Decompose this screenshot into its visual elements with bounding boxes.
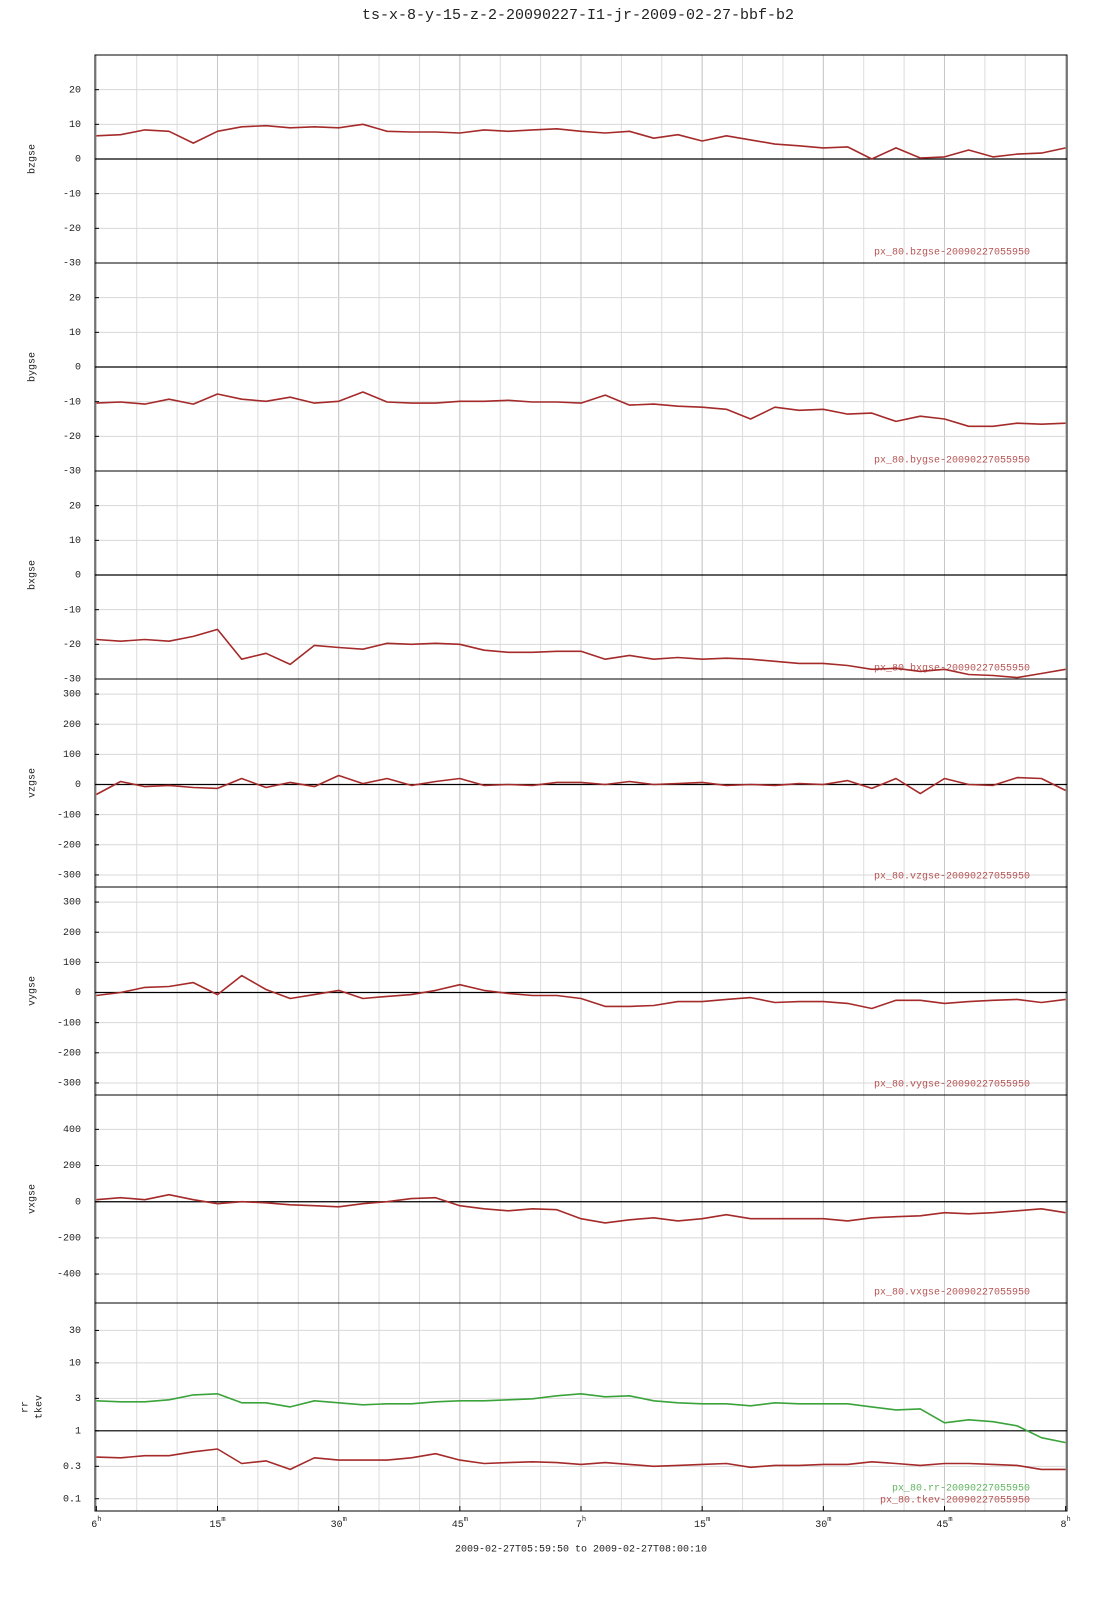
x-tick-number: 8 (1061, 1520, 1067, 1531)
y-axis-label: rr (21, 1401, 32, 1413)
y-tick-label: 20 (69, 85, 81, 96)
y-tick-label: 1 (75, 1426, 81, 1437)
x-tick-label: 6h (91, 1516, 101, 1531)
data-line (96, 123, 1066, 160)
data-line (96, 391, 1066, 428)
legend-entry: px_80.vygse-20090227055950 (874, 1080, 1030, 1091)
y-tick-label: 10 (69, 1358, 81, 1369)
y-tick-label: 300 (63, 690, 81, 701)
y-tick-label: 100 (63, 958, 81, 969)
x-tick-label: 15m (209, 1516, 225, 1531)
y-tick-label: -30 (63, 675, 81, 686)
x-tick-label: 15m (694, 1516, 710, 1531)
y-tick-label: 10 (69, 120, 81, 131)
x-tick-unit: h (97, 1516, 101, 1524)
x-tick-label: 30m (331, 1516, 347, 1531)
y-tick-label: 10 (69, 536, 81, 547)
x-tick-number: 30 (331, 1520, 343, 1531)
x-axis-label: 2009-02-27T05:59:50 to 2009-02-27T08:00:… (455, 1545, 707, 1556)
x-tick-unit: h (1067, 1516, 1071, 1524)
y-tick-label: 0 (75, 988, 81, 999)
y-tick-label: -400 (57, 1270, 81, 1281)
y-tick-label: 20 (69, 501, 81, 512)
y-tick-label: 0 (75, 1197, 81, 1208)
y-tick-label: -10 (63, 189, 81, 200)
y-tick-label: -30 (63, 259, 81, 270)
data-line (96, 1393, 1066, 1444)
y-tick-label: 0 (75, 363, 81, 374)
legend-entry: px_80.rr-20090227055950 (892, 1484, 1030, 1495)
y-tick-label: -20 (63, 432, 81, 443)
y-tick-label: 400 (63, 1125, 81, 1136)
y-tick-label: 20 (69, 293, 81, 304)
y-tick-label: -20 (63, 640, 81, 651)
y-tick-label: 0 (75, 571, 81, 582)
y-axis-label: bzgse (27, 144, 39, 174)
x-tick-unit: m (464, 1516, 468, 1524)
y-tick-label: 0.1 (63, 1494, 81, 1505)
y-tick-label: -300 (57, 871, 81, 882)
x-tick-unit: m (827, 1516, 831, 1524)
x-tick-number: 30 (815, 1520, 827, 1531)
y-tick-label: 0.3 (63, 1462, 81, 1473)
x-tick-unit: m (221, 1516, 225, 1524)
x-tick-number: 15 (694, 1520, 706, 1531)
y-tick-label: 200 (63, 1161, 81, 1172)
data-line (96, 974, 1066, 1010)
y-axis-label: vygse (28, 976, 39, 1006)
legend-entry: px_80.vxgse-20090227055950 (874, 1288, 1030, 1299)
y-tick-label: 300 (63, 898, 81, 909)
y-tick-label: 0 (75, 155, 81, 166)
x-tick-number: 6 (91, 1520, 97, 1531)
y-axis-label: vxgse (28, 1184, 39, 1214)
x-tick-unit: m (343, 1516, 347, 1524)
data-line (95, 774, 1067, 796)
y-tick-label: 3 (75, 1394, 81, 1405)
x-tick-unit: m (948, 1516, 952, 1524)
y-tick-label: -200 (57, 840, 81, 851)
y-tick-label: 0 (75, 780, 81, 791)
legend-entry: px_80.bxgse-20090227055950 (874, 663, 1030, 675)
legend-entry: px_80.bzgse-20090227055950 (874, 247, 1030, 259)
y-tick-label: -10 (63, 397, 81, 408)
y-axis-label: bygse (27, 352, 39, 382)
x-tick-label: 7h (576, 1516, 586, 1531)
x-tick-number: 45 (452, 1520, 464, 1531)
x-tick-unit: h (582, 1516, 586, 1524)
x-tick-unit: m (706, 1516, 710, 1524)
y-tick-label: 30 (69, 1326, 81, 1337)
chart-title: ts-x-8-y-15-z-2-20090227-I1-jr-2009-02-2… (362, 7, 794, 24)
data-line (96, 1448, 1066, 1471)
legend-entry: px_80.vzgse-20090227055950 (874, 872, 1030, 883)
y-tick-label: 10 (69, 328, 81, 339)
y-tick-label: -100 (57, 1018, 81, 1029)
y-tick-label: -200 (57, 1048, 81, 1059)
x-tick-number: 45 (936, 1520, 948, 1531)
legend-entry: px_80.bygse-20090227055950 (874, 455, 1030, 467)
legend-entry: px_80.tkev-20090227055950 (880, 1495, 1030, 1507)
x-tick-label: 8h (1061, 1516, 1071, 1531)
x-tick-number: 7 (576, 1520, 582, 1531)
y-tick-label: 100 (63, 750, 81, 761)
y-tick-label: -300 (57, 1079, 81, 1090)
x-tick-number: 15 (209, 1520, 221, 1531)
y-tick-label: -10 (63, 605, 81, 616)
y-tick-label: 200 (63, 928, 81, 939)
data-line (96, 628, 1066, 679)
y-tick-label: -200 (57, 1234, 81, 1245)
x-tick-label: 30m (815, 1516, 831, 1531)
y-tick-label: -20 (63, 224, 81, 235)
y-axis-label: vzgse (28, 768, 39, 798)
x-tick-label: 45m (936, 1516, 952, 1531)
x-tick-label: 45m (452, 1516, 468, 1531)
data-line (96, 1193, 1066, 1224)
y-axis-label: bxgse (27, 560, 39, 590)
y-axis-label: tkev (34, 1395, 46, 1419)
y-tick-label: 200 (63, 720, 81, 731)
y-tick-label: -100 (57, 810, 81, 821)
y-tick-label: -30 (63, 467, 81, 478)
